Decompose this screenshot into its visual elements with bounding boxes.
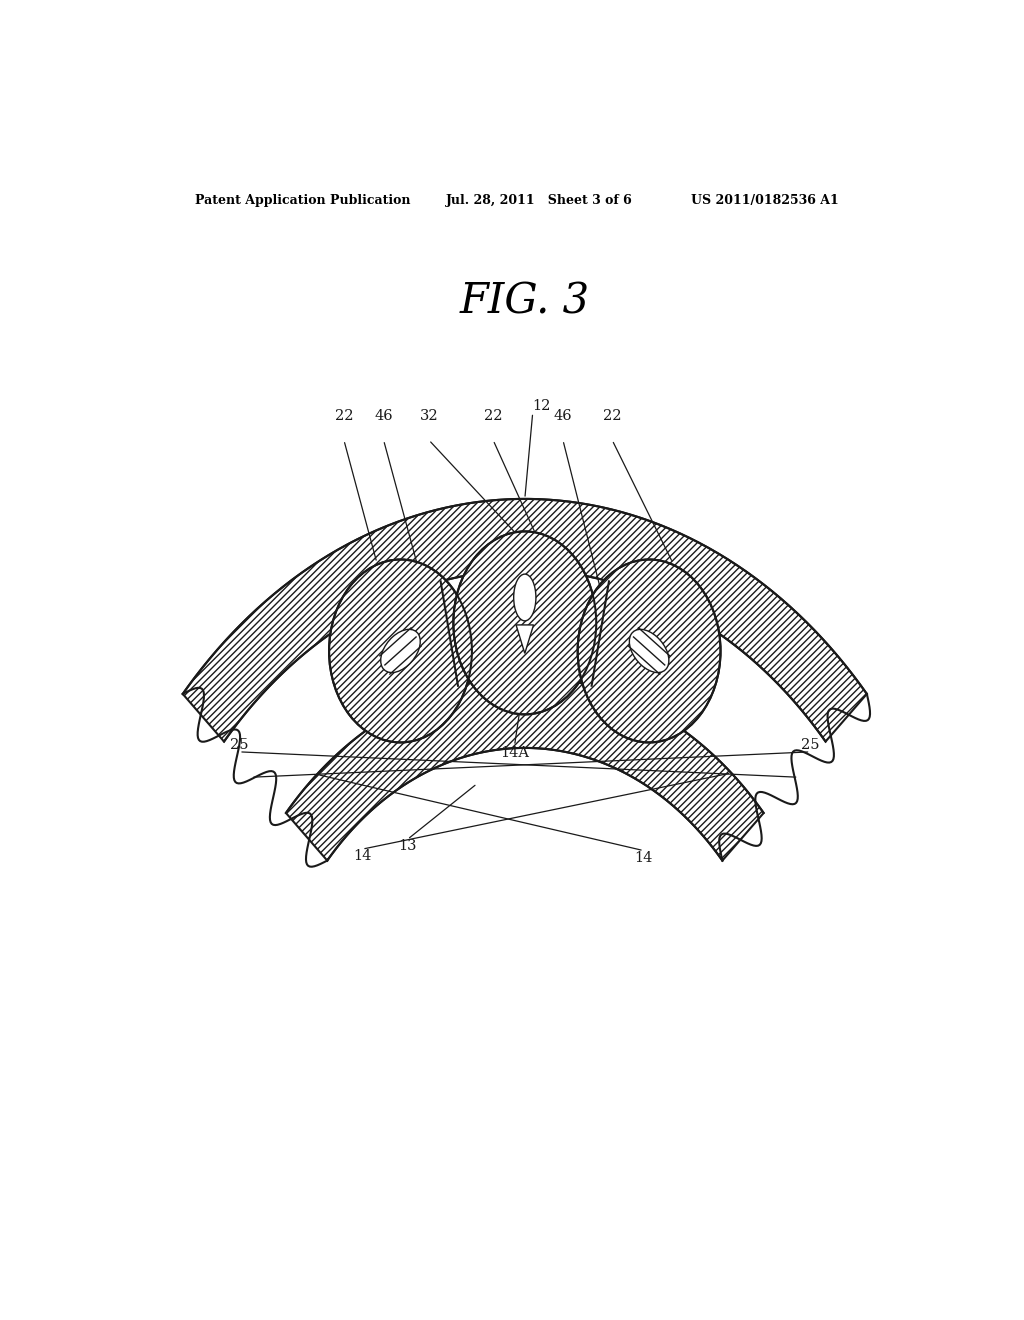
Text: 46: 46 [374,409,393,422]
Circle shape [454,532,596,714]
Text: US 2011/0182536 A1: US 2011/0182536 A1 [691,194,840,207]
Text: 22: 22 [335,409,353,422]
Text: Jul. 28, 2011   Sheet 3 of 6: Jul. 28, 2011 Sheet 3 of 6 [445,194,632,207]
Text: 46: 46 [554,409,572,422]
Text: 22: 22 [603,409,622,422]
Ellipse shape [381,630,420,673]
Circle shape [578,560,721,742]
Text: Patent Application Publication: Patent Application Publication [196,194,411,207]
Polygon shape [516,624,534,653]
Ellipse shape [630,630,669,673]
Circle shape [329,560,472,742]
Ellipse shape [514,574,536,620]
Text: 32: 32 [420,409,438,422]
Polygon shape [286,677,764,861]
Text: 25: 25 [801,738,820,752]
Text: 14A: 14A [500,746,529,760]
Text: 14: 14 [353,849,372,863]
Polygon shape [182,499,867,742]
Text: 13: 13 [398,840,417,854]
Text: 25: 25 [229,738,249,752]
Text: 22: 22 [483,409,503,422]
Text: FIG. 3: FIG. 3 [460,280,590,322]
Text: 14: 14 [635,850,653,865]
Text: 12: 12 [532,399,551,413]
